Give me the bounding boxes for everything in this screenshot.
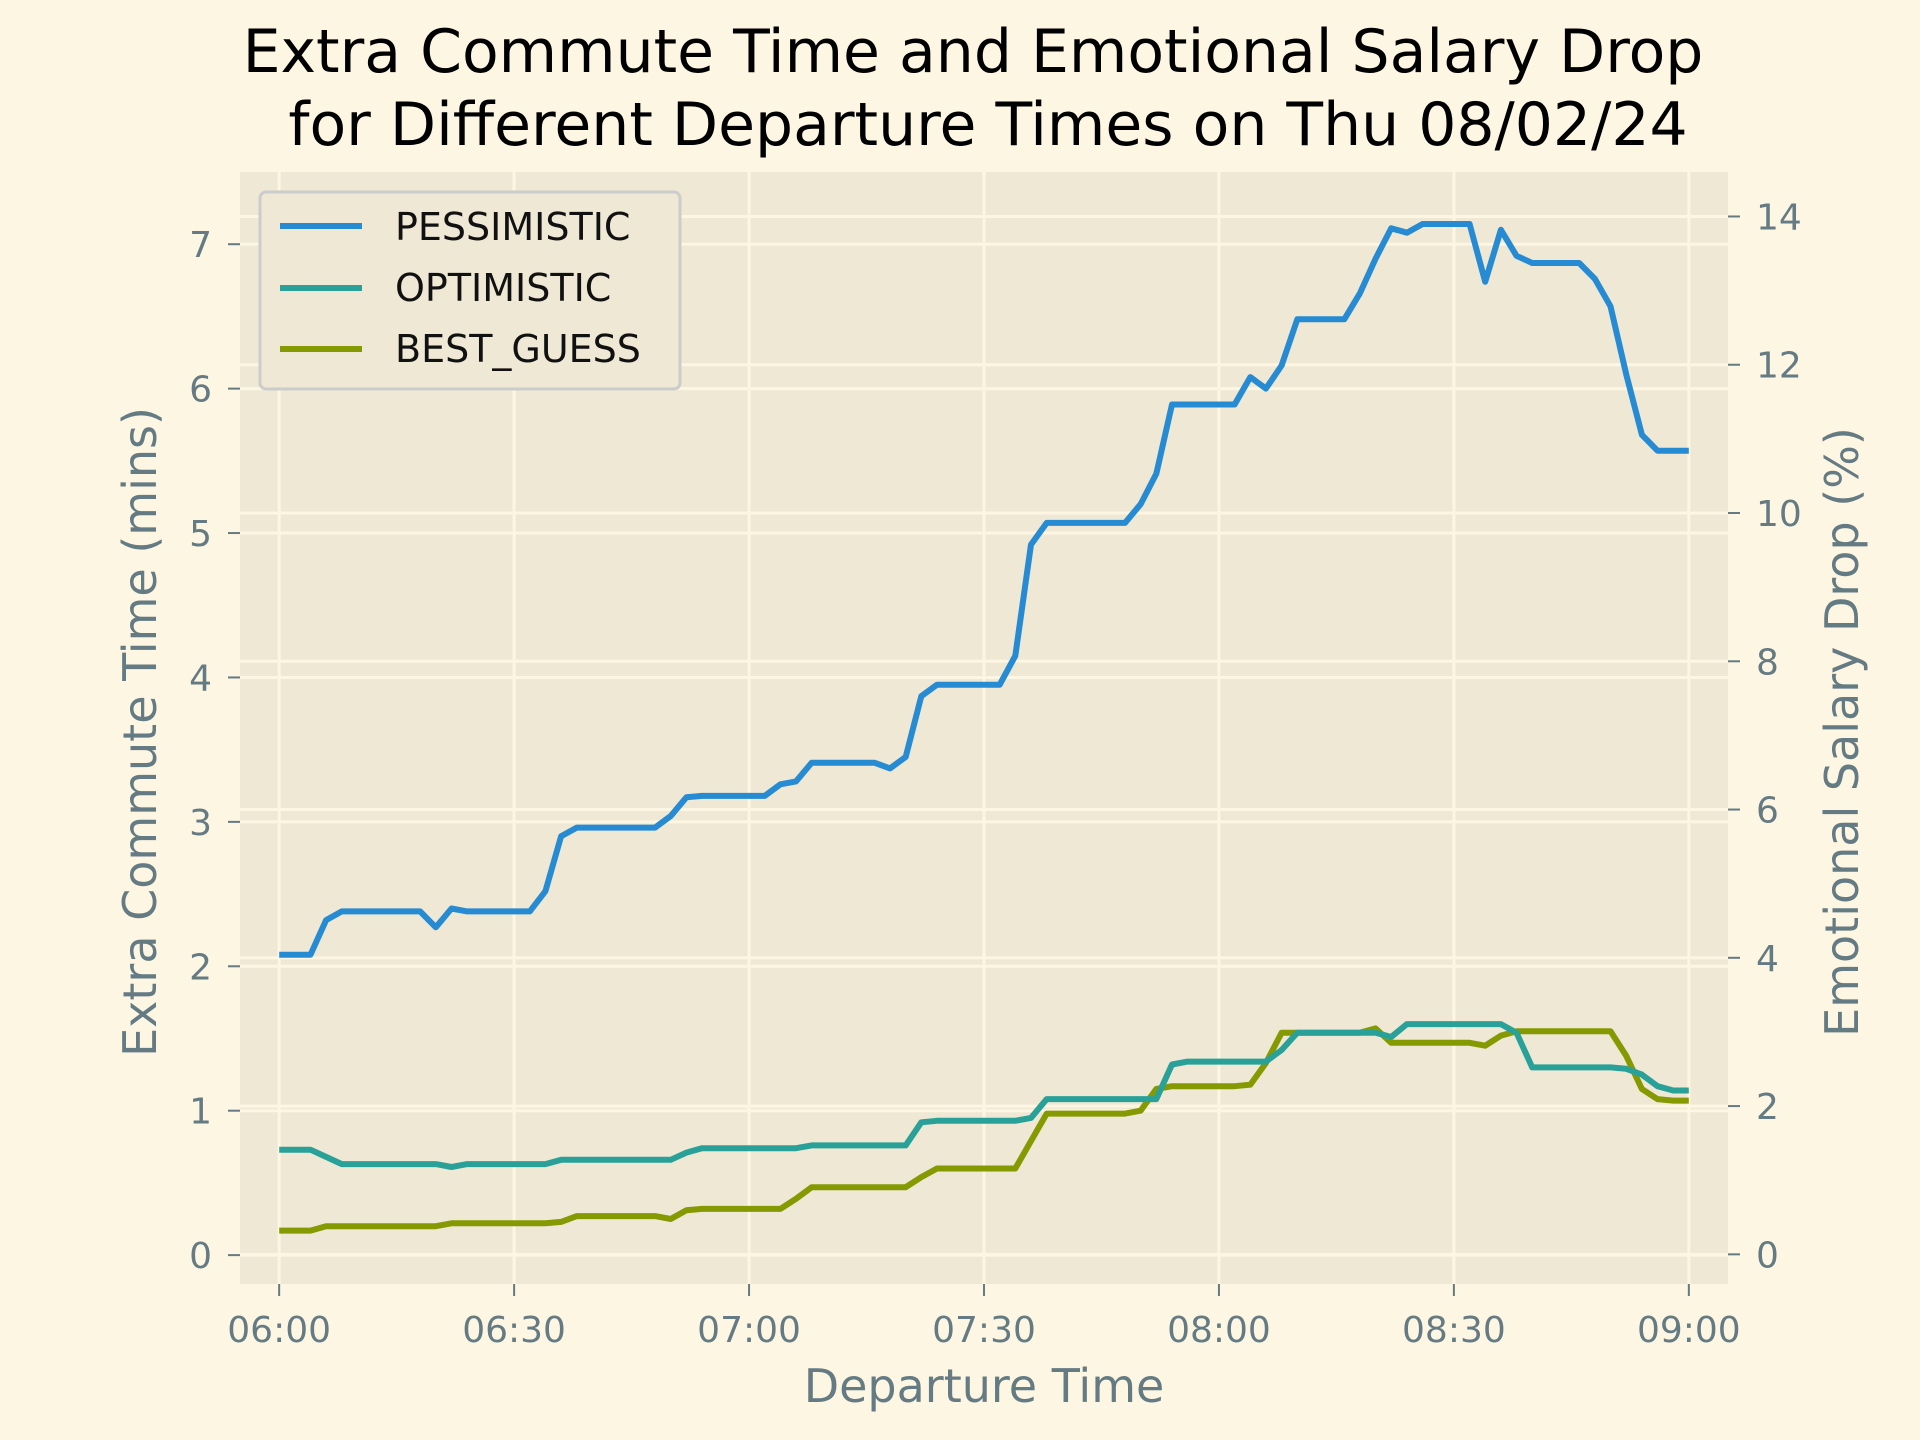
y-axis-ticks: 0 1 2 3 4 5 6 7 [189,225,240,1277]
y2-tick-label: 6 [1756,791,1779,832]
y2-tick-label: 0 [1756,1235,1779,1276]
x-tick-label: 08:30 [1402,1310,1506,1351]
y-tick-label: 6 [189,370,212,411]
y-tick-label: 3 [189,803,212,844]
y-tick-label: 1 [189,1092,212,1133]
y2-axis-ticks: 0 2 4 6 8 10 12 14 [1728,197,1802,1276]
legend: PESSIMISTIC OPTIMISTIC BEST_GUESS [258,190,682,391]
y2-axis-label: Emotional Salary Drop (%) [1815,427,1869,1037]
y2-tick-label: 2 [1756,1087,1779,1128]
chart-title-line2: for Different Departure Times on Thu 08/… [288,90,1687,160]
series-layer [279,221,1689,1234]
series-line-optimistic [279,1021,1689,1170]
chart-title-line1: Extra Commute Time and Emotional Salary … [243,17,1704,87]
series-line-pessimistic [279,221,1689,958]
y2-tick-label: 14 [1756,197,1802,238]
x-tick-label: 07:00 [697,1310,801,1351]
y2-tick-label: 8 [1756,642,1779,683]
y-tick-label: 4 [189,658,212,699]
x-tick-label: 08:00 [1167,1310,1271,1351]
y2-tick-label: 10 [1756,494,1802,535]
y-tick-label: 5 [189,514,212,555]
y-tick-label: 7 [189,225,212,266]
x-tick-label: 06:00 [227,1310,331,1351]
y-axis-label: Extra Commute Time (mins) [113,407,167,1057]
y2-tick-label: 4 [1756,939,1779,980]
x-axis-label: Departure Time [804,1359,1165,1413]
x-tick-label: 09:00 [1637,1310,1741,1351]
legend-box [258,190,682,391]
legend-label-best-guess: BEST_GUESS [395,327,641,371]
x-axis-ticks: 06:00 06:30 07:00 07:30 08:00 08:30 09:00 [227,1284,1741,1351]
x-tick-label: 06:30 [462,1310,566,1351]
legend-label-pessimistic: PESSIMISTIC [395,205,630,249]
y-tick-label: 2 [189,947,212,988]
grid-horizontal-secondary [240,214,1728,1256]
series-line-best-guess [279,1025,1689,1234]
y-tick-label: 0 [189,1236,212,1277]
x-tick-label: 07:30 [932,1310,1036,1351]
legend-label-optimistic: OPTIMISTIC [395,266,611,310]
y2-tick-label: 12 [1756,346,1802,387]
